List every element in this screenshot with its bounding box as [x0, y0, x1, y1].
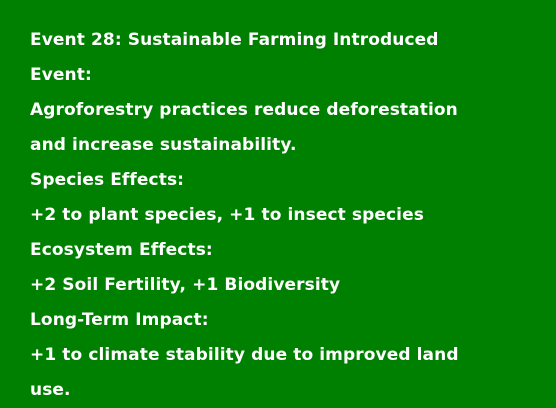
ecosystem-effects-text: +2 Soil Fertility, +1 Biodiversity [30, 275, 341, 295]
species-effects-heading: Species Effects: [30, 170, 185, 190]
species-effects-text: +2 to plant species, +1 to insect specie… [30, 205, 424, 225]
event-title: Event 28: Sustainable Farming Introduced [30, 30, 439, 50]
event-text-block: Event 28: Sustainable Farming Introduced… [30, 23, 540, 408]
long-term-impact-line: use. [30, 380, 71, 400]
ecosystem-effects-heading: Ecosystem Effects: [30, 240, 213, 260]
event-description-line: and increase sustainability. [30, 135, 297, 155]
event-heading: Event: [30, 65, 92, 85]
long-term-impact-heading: Long-Term Impact: [30, 310, 209, 330]
event-description-line: Agroforestry practices reduce deforestat… [30, 100, 458, 120]
long-term-impact-line: +1 to climate stability due to improved … [30, 345, 459, 365]
